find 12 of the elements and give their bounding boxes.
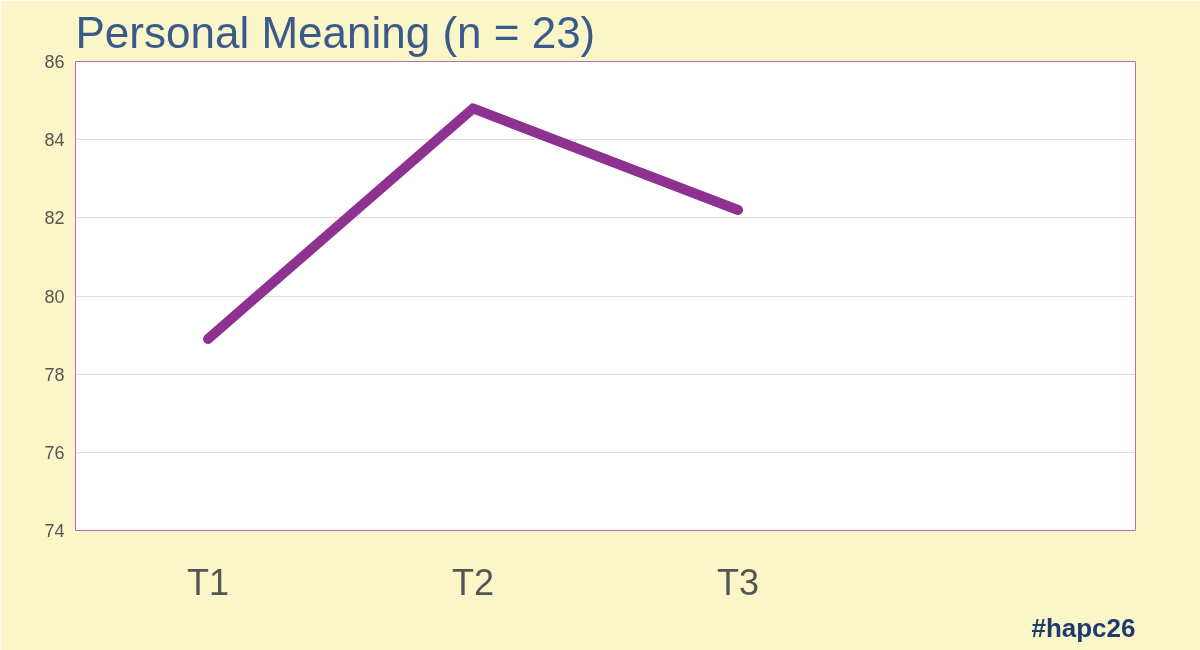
x-tick-label: T2 [451, 561, 495, 603]
y-tick-label: 76 [44, 442, 65, 463]
text: #hapc26 [1031, 612, 1136, 643]
y-tick-label: 74 [44, 521, 65, 541]
x-tick-label: T3 [716, 561, 760, 603]
y-tick-label: 80 [44, 286, 65, 307]
y-tick-label: 86 [44, 52, 65, 72]
x-tick-label: T1 [186, 561, 230, 603]
y-tick-label: 84 [44, 130, 65, 151]
chart-title: Personal Meaning (n = 23) [75, 7, 596, 57]
y-tick-label: 82 [44, 208, 65, 229]
y-tick-label: 78 [44, 364, 65, 385]
